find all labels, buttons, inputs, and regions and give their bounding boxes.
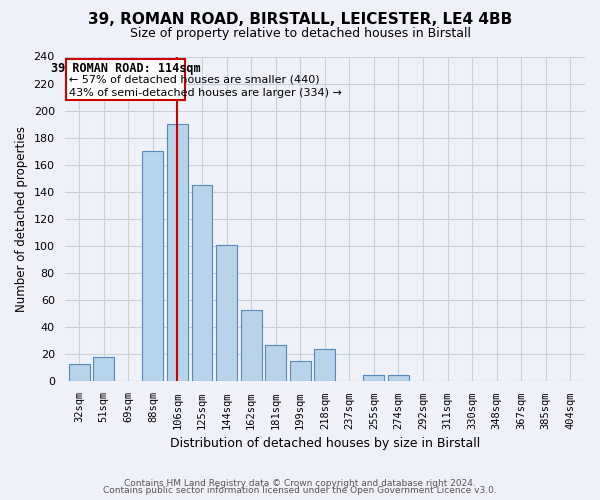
X-axis label: Distribution of detached houses by size in Birstall: Distribution of detached houses by size … [170,437,480,450]
Bar [216,244,237,382]
Bar [364,374,384,382]
Y-axis label: Number of detached properties: Number of detached properties [15,126,28,312]
Text: Size of property relative to detached houses in Birstall: Size of property relative to detached ho… [130,28,470,40]
Text: 43% of semi-detached houses are larger (334) →: 43% of semi-detached houses are larger (… [69,88,342,98]
Text: ← 57% of detached houses are smaller (440): ← 57% of detached houses are smaller (44… [69,74,320,84]
Bar [388,374,409,382]
Text: Contains HM Land Registry data © Crown copyright and database right 2024.: Contains HM Land Registry data © Crown c… [124,478,476,488]
Bar [142,152,163,382]
Bar [191,185,212,382]
Text: 39 ROMAN ROAD: 114sqm: 39 ROMAN ROAD: 114sqm [51,62,200,75]
Bar [265,345,286,382]
Bar [167,124,188,382]
FancyBboxPatch shape [67,59,185,100]
Text: Contains public sector information licensed under the Open Government Licence v3: Contains public sector information licen… [103,486,497,495]
Bar [290,361,311,382]
Bar [314,349,335,382]
Bar [241,310,262,382]
Bar [69,364,89,382]
Text: 39, ROMAN ROAD, BIRSTALL, LEICESTER, LE4 4BB: 39, ROMAN ROAD, BIRSTALL, LEICESTER, LE4… [88,12,512,28]
Bar [94,357,114,382]
